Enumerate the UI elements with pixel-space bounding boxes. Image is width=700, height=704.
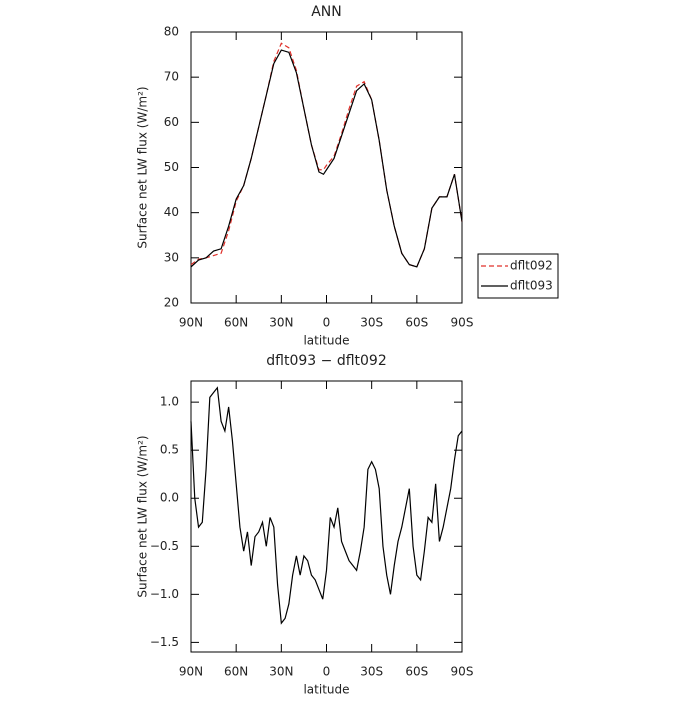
legend-label: dflt092 xyxy=(510,259,553,273)
y-tick-label: −1.5 xyxy=(150,635,179,649)
y-axis-label: Surface net LW flux (W/m²) xyxy=(136,86,150,248)
y-tick-label: 30 xyxy=(164,250,179,264)
y-tick-label: 20 xyxy=(164,296,179,310)
x-tick-label: 30N xyxy=(269,665,293,679)
x-tick-label: 0 xyxy=(323,316,331,330)
x-tick-label: 30S xyxy=(360,316,383,330)
y-tick-label: −0.5 xyxy=(150,539,179,553)
x-tick-label: 90S xyxy=(451,665,474,679)
x-tick-label: 60N xyxy=(224,665,248,679)
chart-title: dflt093 − dflt092 xyxy=(266,353,386,369)
y-tick-label: 80 xyxy=(164,25,179,39)
y-tick-label: 40 xyxy=(164,205,179,219)
x-tick-label: 60S xyxy=(405,665,428,679)
plot-frame xyxy=(190,31,463,304)
y-axis-label: Surface net LW flux (W/m²) xyxy=(136,435,150,597)
y-tick-label: 70 xyxy=(164,70,179,84)
data-line xyxy=(190,42,463,268)
y-tick-label: 50 xyxy=(164,160,179,174)
x-tick-label: 90N xyxy=(179,316,203,330)
chart-title: ANN xyxy=(311,4,342,20)
data-line xyxy=(190,49,463,268)
x-tick-label: 60N xyxy=(224,316,248,330)
y-tick-label: 1.0 xyxy=(160,395,179,409)
y-tick-label: 60 xyxy=(164,115,179,129)
data-line xyxy=(190,386,463,625)
x-tick-label: 60S xyxy=(405,316,428,330)
x-tick-label: 90N xyxy=(179,665,203,679)
legend-label: dflt093 xyxy=(510,279,553,293)
x-axis-label: latitude xyxy=(303,334,349,348)
y-tick-label: −1.0 xyxy=(150,587,179,601)
x-axis-label: latitude xyxy=(303,683,349,697)
plot-frame xyxy=(190,380,463,653)
legend-box xyxy=(477,253,559,299)
y-tick-label: 0.0 xyxy=(160,491,179,505)
x-tick-label: 0 xyxy=(323,665,331,679)
x-tick-label: 30S xyxy=(360,665,383,679)
x-tick-label: 90S xyxy=(451,316,474,330)
y-tick-label: 0.5 xyxy=(160,443,179,457)
x-tick-label: 30N xyxy=(269,316,293,330)
